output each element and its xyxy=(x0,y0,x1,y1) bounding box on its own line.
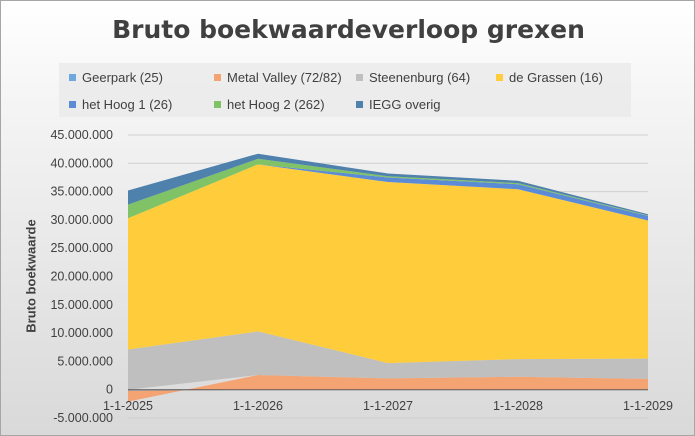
legend-swatch xyxy=(214,74,221,81)
chart-title: Bruto boekwaardeverloop grexen xyxy=(112,15,585,44)
legend-swatch xyxy=(356,74,363,81)
legend-swatch xyxy=(69,101,76,108)
y-tick-label: 25.000.000 xyxy=(50,241,113,255)
legend-swatch xyxy=(214,101,221,108)
legend-label: Metal Valley (72/82) xyxy=(227,70,342,85)
y-tick-label: 5.000.000 xyxy=(57,354,113,368)
legend-label: IEGG overig xyxy=(369,97,441,112)
y-tick-label: 30.000.000 xyxy=(50,213,113,227)
legend: Geerpark (25) Metal Valley (72/82) Steen… xyxy=(59,63,631,117)
legend-item-geerpark: Geerpark (25) xyxy=(69,70,163,85)
legend-swatch xyxy=(356,101,363,108)
series-area-de-grassen-16 xyxy=(128,164,648,364)
y-tick-label: 35.000.000 xyxy=(50,185,113,199)
legend-item-de-grassen: de Grassen (16) xyxy=(496,70,603,85)
y-tick-label: 15.000.000 xyxy=(50,298,113,312)
legend-label: het Hoog 1 (26) xyxy=(82,97,173,112)
y-tick-label: -5.000.000 xyxy=(53,411,113,425)
legend-swatch xyxy=(496,74,503,81)
x-tick-label: 1-1-2027 xyxy=(363,399,413,413)
series-area-steenenburg-64 xyxy=(128,331,648,390)
y-tick-label: 10.000.000 xyxy=(50,326,113,340)
x-tick-label: 1-1-2029 xyxy=(623,399,673,413)
legend-label: Steenenburg (64) xyxy=(369,70,471,85)
legend-item-iegg-overig: IEGG overig xyxy=(356,97,441,112)
series-area-metal-valley-72-82 xyxy=(128,375,648,402)
legend-item-metal-valley: Metal Valley (72/82) xyxy=(214,70,342,85)
x-tick-label: 1-1-2025 xyxy=(103,399,153,413)
y-tick-label: 40.000.000 xyxy=(50,156,113,170)
legend-label: het Hoog 2 (262) xyxy=(227,97,325,112)
legend-item-het-hoog-1: het Hoog 1 (26) xyxy=(69,97,172,112)
y-tick-label: 20.000.000 xyxy=(50,270,113,284)
legend-label: Geerpark (25) xyxy=(82,70,163,85)
legend-swatch xyxy=(69,74,76,81)
y-tick-label: 0 xyxy=(106,383,113,397)
legend-item-het-hoog-2: het Hoog 2 (262) xyxy=(214,97,325,112)
y-tick-label: 45.000.000 xyxy=(50,128,113,142)
series-area-het-hoog-1-26 xyxy=(128,164,648,221)
legend-item-steenenburg: Steenenburg (64) xyxy=(356,70,470,85)
x-tick-label: 1-1-2028 xyxy=(493,399,543,413)
x-tick-label: 1-1-2026 xyxy=(233,399,283,413)
legend-label: de Grassen (16) xyxy=(509,70,603,85)
